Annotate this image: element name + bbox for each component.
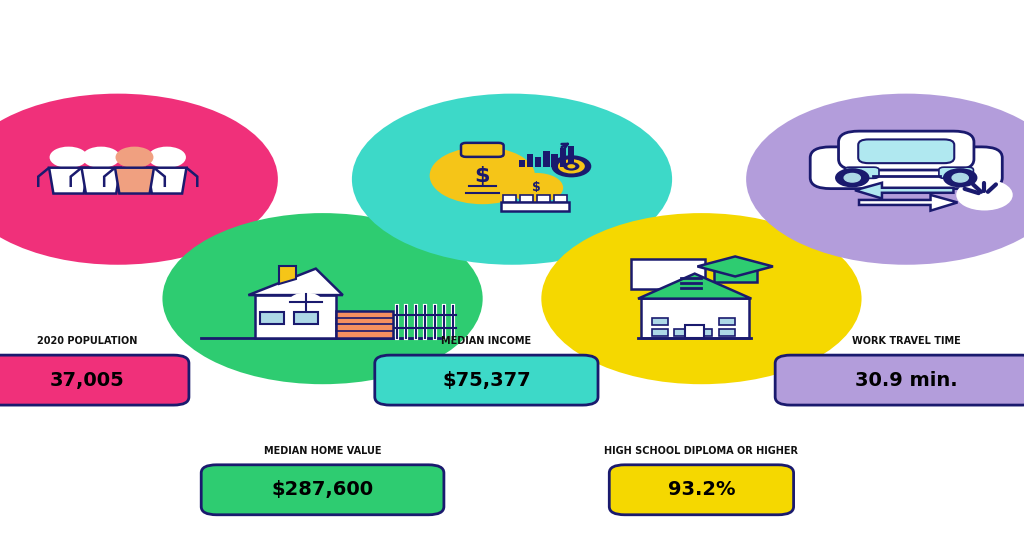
- Text: MEDIAN HOME VALUE: MEDIAN HOME VALUE: [264, 446, 381, 456]
- Circle shape: [543, 214, 860, 383]
- FancyBboxPatch shape: [0, 355, 188, 405]
- Circle shape: [117, 148, 153, 167]
- Text: 2020 POPULATION: 2020 POPULATION: [37, 336, 137, 346]
- Circle shape: [740, 255, 777, 275]
- Circle shape: [687, 63, 1024, 295]
- FancyBboxPatch shape: [696, 329, 713, 336]
- Circle shape: [563, 162, 580, 171]
- Polygon shape: [855, 183, 953, 199]
- Circle shape: [836, 169, 868, 186]
- FancyBboxPatch shape: [675, 329, 690, 336]
- FancyBboxPatch shape: [294, 312, 317, 324]
- Circle shape: [51, 148, 86, 167]
- FancyBboxPatch shape: [839, 131, 974, 170]
- Circle shape: [944, 169, 977, 186]
- Circle shape: [952, 173, 969, 182]
- FancyBboxPatch shape: [845, 167, 879, 178]
- Polygon shape: [279, 267, 296, 285]
- FancyBboxPatch shape: [651, 318, 668, 325]
- Polygon shape: [147, 168, 186, 193]
- Circle shape: [247, 255, 284, 275]
- FancyBboxPatch shape: [336, 311, 393, 338]
- Circle shape: [957, 181, 1012, 209]
- Text: 93.2%: 93.2%: [668, 481, 735, 499]
- FancyBboxPatch shape: [685, 325, 705, 338]
- Circle shape: [0, 95, 276, 263]
- Text: 37,005: 37,005: [50, 371, 124, 389]
- Text: 30.9 min.: 30.9 min.: [855, 371, 957, 389]
- Circle shape: [103, 182, 542, 415]
- Text: $: $: [531, 181, 541, 194]
- FancyBboxPatch shape: [631, 260, 706, 289]
- FancyBboxPatch shape: [609, 465, 794, 515]
- FancyBboxPatch shape: [527, 154, 534, 167]
- Polygon shape: [859, 195, 957, 211]
- Polygon shape: [537, 195, 550, 202]
- Circle shape: [445, 200, 482, 219]
- Circle shape: [844, 173, 860, 182]
- Polygon shape: [255, 295, 336, 338]
- Circle shape: [352, 258, 389, 278]
- FancyBboxPatch shape: [567, 146, 574, 167]
- FancyBboxPatch shape: [519, 160, 525, 167]
- Text: MEDIAN INCOME: MEDIAN INCOME: [441, 336, 531, 346]
- FancyBboxPatch shape: [544, 151, 550, 167]
- Polygon shape: [554, 195, 567, 202]
- Circle shape: [635, 258, 672, 278]
- FancyBboxPatch shape: [714, 267, 757, 282]
- Circle shape: [164, 214, 481, 383]
- Circle shape: [150, 148, 184, 167]
- Polygon shape: [638, 274, 752, 299]
- Text: $287,600: $287,600: [271, 481, 374, 499]
- Circle shape: [290, 294, 322, 311]
- Circle shape: [567, 164, 575, 168]
- FancyBboxPatch shape: [461, 143, 504, 157]
- Circle shape: [542, 200, 579, 219]
- Polygon shape: [49, 168, 88, 193]
- Text: WORK TRAVEL TIME: WORK TRAVEL TIME: [852, 336, 961, 346]
- FancyBboxPatch shape: [375, 355, 598, 405]
- Circle shape: [157, 203, 194, 223]
- FancyBboxPatch shape: [651, 329, 668, 336]
- Circle shape: [0, 63, 337, 295]
- Text: HIGH SCHOOL DIPLOMA OR HIGHER: HIGH SCHOOL DIPLOMA OR HIGHER: [604, 446, 799, 456]
- FancyBboxPatch shape: [719, 318, 735, 325]
- FancyBboxPatch shape: [719, 329, 735, 336]
- Circle shape: [293, 63, 731, 295]
- FancyBboxPatch shape: [551, 154, 558, 167]
- Circle shape: [558, 159, 585, 173]
- Circle shape: [748, 95, 1024, 263]
- Circle shape: [830, 203, 867, 223]
- Circle shape: [431, 148, 534, 203]
- FancyBboxPatch shape: [775, 355, 1024, 405]
- Text: $: $: [474, 166, 490, 186]
- FancyBboxPatch shape: [939, 167, 974, 178]
- Polygon shape: [519, 195, 534, 202]
- Polygon shape: [249, 269, 343, 295]
- FancyBboxPatch shape: [201, 465, 444, 515]
- FancyBboxPatch shape: [810, 147, 1002, 188]
- Circle shape: [681, 306, 709, 320]
- FancyBboxPatch shape: [858, 140, 954, 163]
- Circle shape: [553, 156, 590, 176]
- Polygon shape: [697, 256, 773, 276]
- Text: $75,377: $75,377: [442, 371, 530, 389]
- FancyBboxPatch shape: [260, 312, 284, 324]
- Polygon shape: [115, 168, 154, 193]
- Polygon shape: [82, 168, 121, 193]
- FancyBboxPatch shape: [559, 148, 566, 167]
- FancyBboxPatch shape: [536, 157, 542, 167]
- Circle shape: [353, 95, 671, 263]
- Circle shape: [83, 148, 119, 167]
- Circle shape: [647, 263, 675, 277]
- FancyBboxPatch shape: [641, 298, 749, 338]
- Polygon shape: [503, 195, 516, 202]
- Polygon shape: [501, 202, 568, 211]
- Circle shape: [482, 182, 921, 415]
- Circle shape: [511, 174, 562, 201]
